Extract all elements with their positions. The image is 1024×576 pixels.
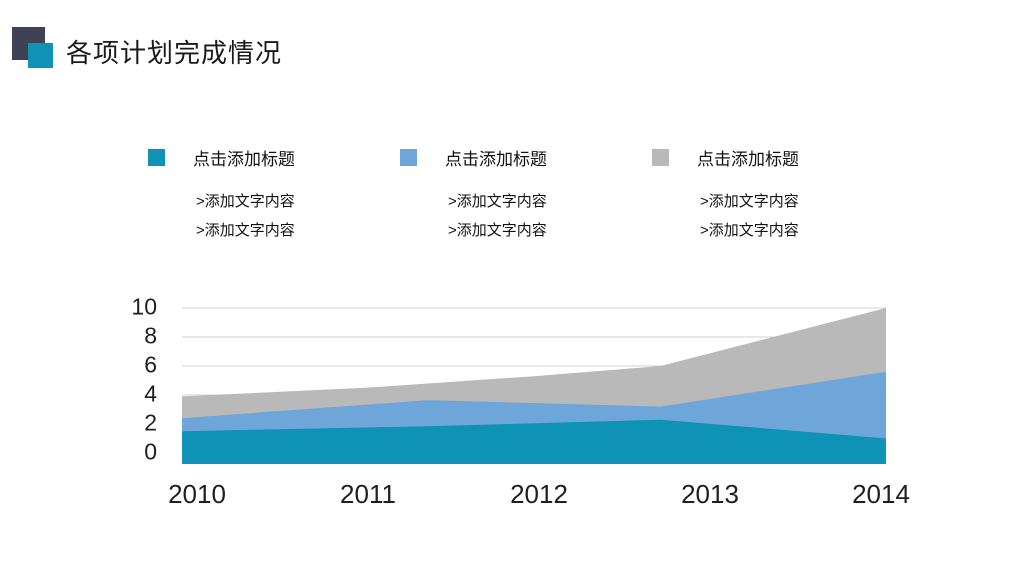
legend-column-3: 点击添加标题 >添加文字内容 >添加文字内容 bbox=[652, 148, 892, 245]
x-tick-label: 2014 bbox=[852, 479, 910, 509]
area-series-1 bbox=[182, 419, 886, 464]
legend-header: 点击添加标题 bbox=[400, 148, 640, 169]
legend-item: >添加文字内容 bbox=[196, 222, 295, 239]
area-chart-svg bbox=[182, 307, 886, 464]
legend-header: 点击添加标题 bbox=[148, 148, 388, 169]
x-tick-label: 2012 bbox=[510, 479, 568, 509]
legend-title: 点击添加标题 bbox=[697, 149, 799, 169]
x-tick-label: 2011 bbox=[340, 479, 396, 509]
legend-item: >添加文字内容 bbox=[700, 222, 799, 239]
area-series-3 bbox=[182, 308, 886, 464]
page-title: 各项计划完成情况 bbox=[66, 38, 283, 68]
legend-items: >添加文字内容 >添加文字内容 bbox=[196, 187, 388, 245]
y-tick-label: 2 bbox=[144, 409, 157, 436]
legend-column-2: 点击添加标题 >添加文字内容 >添加文字内容 bbox=[400, 148, 640, 245]
x-tick-label: 2013 bbox=[681, 479, 739, 509]
legend-swatch-teal bbox=[148, 148, 165, 166]
y-tick-label: 4 bbox=[144, 380, 157, 407]
legend-swatch-gray bbox=[652, 148, 669, 166]
legend-header: 点击添加标题 bbox=[652, 148, 892, 169]
legend-items: >添加文字内容 >添加文字内容 bbox=[700, 187, 892, 245]
title-deco-blue-square bbox=[28, 43, 53, 68]
x-tick-label: 2010 bbox=[168, 479, 226, 509]
legend-items: >添加文字内容 >添加文字内容 bbox=[448, 187, 640, 245]
legend-item: >添加文字内容 bbox=[196, 193, 295, 210]
legend-title: 点击添加标题 bbox=[445, 149, 547, 169]
legend-column-1: 点击添加标题 >添加文字内容 >添加文字内容 bbox=[148, 148, 388, 245]
y-tick-label: 6 bbox=[144, 351, 157, 378]
area-series-2 bbox=[182, 371, 886, 464]
y-tick-label: 10 bbox=[131, 293, 157, 320]
legend-item: >添加文字内容 bbox=[448, 222, 547, 239]
legend-swatch-lightblue bbox=[400, 148, 417, 166]
legend-item: >添加文字内容 bbox=[700, 193, 799, 210]
y-tick-label: 0 bbox=[144, 438, 157, 465]
y-tick-label: 8 bbox=[144, 322, 157, 349]
legend-title: 点击添加标题 bbox=[193, 149, 295, 169]
legend-item: >添加文字内容 bbox=[448, 193, 547, 210]
